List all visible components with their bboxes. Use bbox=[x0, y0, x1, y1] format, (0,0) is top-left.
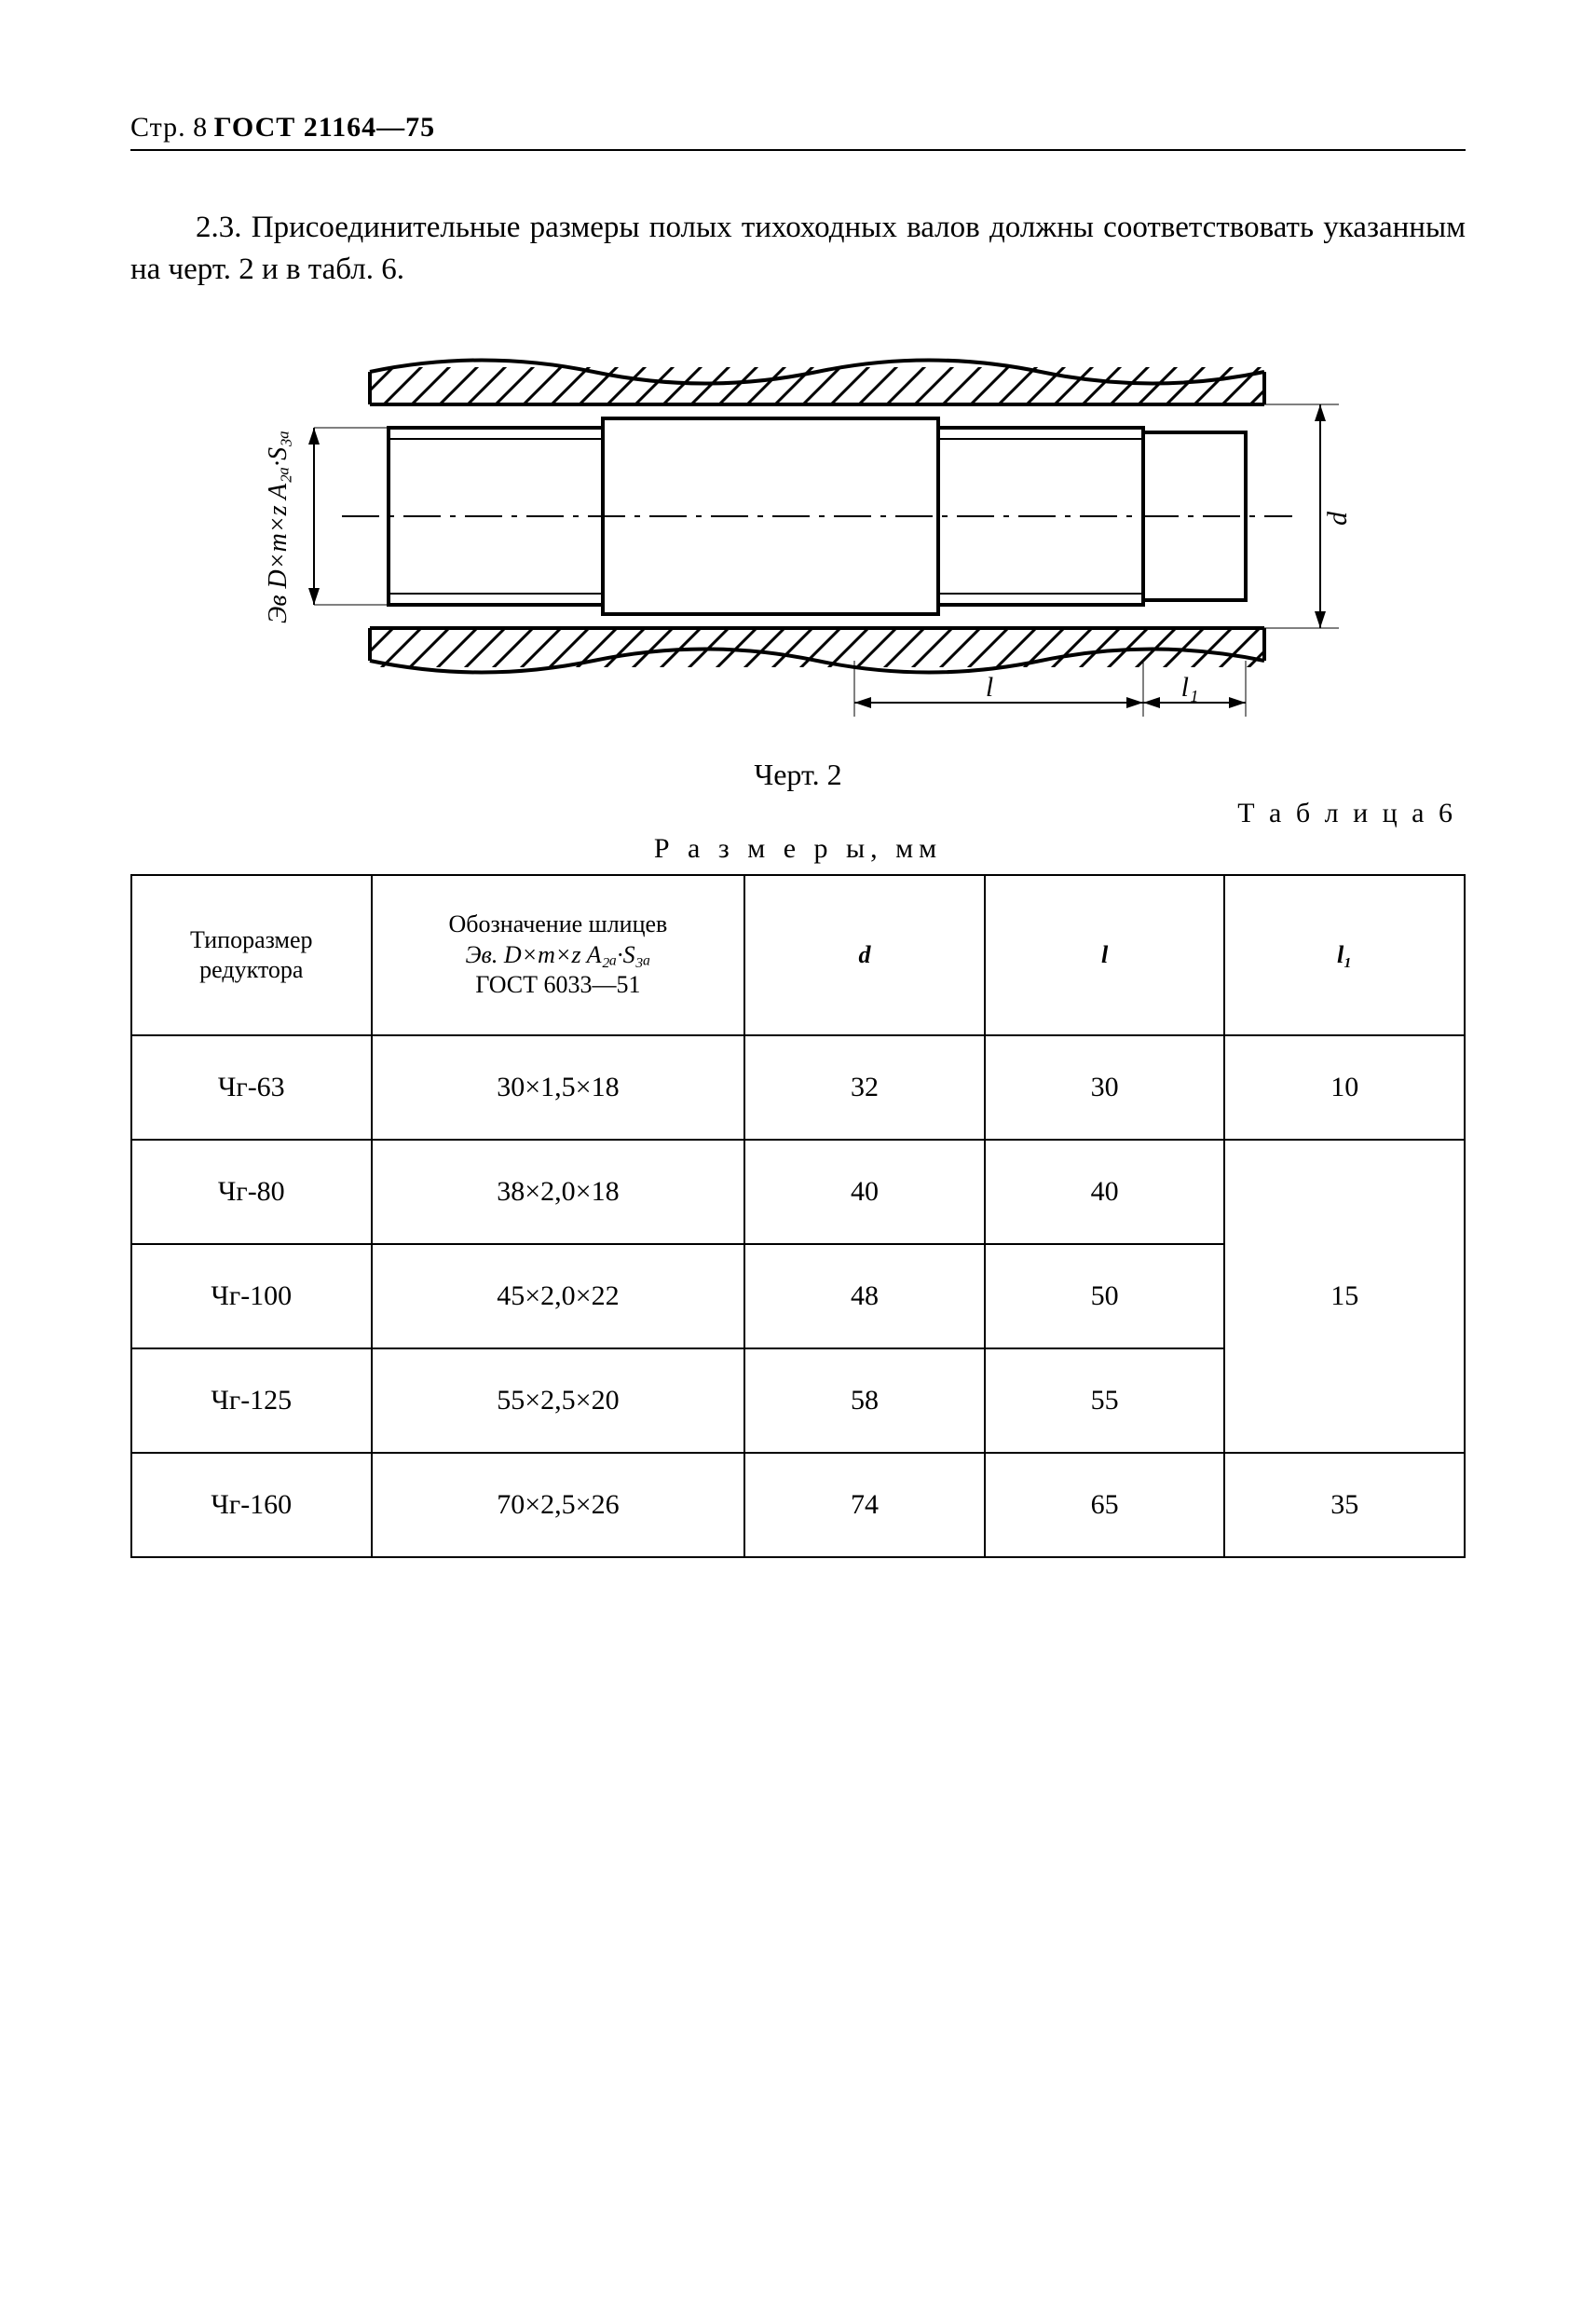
table-header-row: Типоразмер редуктора Обозначение шлицев … bbox=[131, 875, 1465, 1035]
table-cell: Чг-63 bbox=[131, 1035, 372, 1140]
page-header: Стр. 8 ГОСТ 21164—75 bbox=[130, 112, 1466, 151]
shaft-section-drawing: Эв D×m×z A₂ₐ·S₃ₐ bbox=[202, 316, 1395, 745]
table-cell: 70×2,5×26 bbox=[372, 1453, 745, 1557]
dim-d: d bbox=[1322, 511, 1353, 526]
table-cell: 10 bbox=[1224, 1035, 1465, 1140]
page: Стр. 8 ГОСТ 21164—75 2.3. Присоединитель… bbox=[0, 0, 1596, 2312]
table-body: Чг-6330×1,5×18323010Чг-8038×2,0×18404015… bbox=[131, 1035, 1465, 1557]
table-cell: 55 bbox=[985, 1348, 1225, 1453]
dim-l1: l₁ bbox=[1180, 672, 1198, 703]
table-cell: 74 bbox=[744, 1453, 985, 1557]
table-cell: 48 bbox=[744, 1244, 985, 1348]
para-text: Присоединительные размеры полых тихоходн… bbox=[130, 211, 1466, 286]
col-l1: l₁ bbox=[1224, 875, 1465, 1035]
table-row: Чг-16070×2,5×26746535 bbox=[131, 1453, 1465, 1557]
table-label: Т а б л и ц а 6 bbox=[130, 798, 1456, 829]
table-cell: 30 bbox=[985, 1035, 1225, 1140]
figure-caption: Черт. 2 bbox=[130, 758, 1466, 792]
table-cell: Чг-125 bbox=[131, 1348, 372, 1453]
table-cell: 40 bbox=[985, 1140, 1225, 1244]
side-label: Эв D×m×z A₂ₐ·S₃ₐ bbox=[264, 431, 293, 623]
table-cell: 35 bbox=[1224, 1453, 1465, 1557]
standard-code: ГОСТ 21164—75 bbox=[214, 112, 436, 143]
table-cell: 15 bbox=[1224, 1140, 1465, 1453]
table-cell: 50 bbox=[985, 1244, 1225, 1348]
page-number: 8 bbox=[193, 112, 207, 143]
table-title: Р а з м е р ы, мм bbox=[130, 833, 1466, 865]
paragraph-2-3: 2.3. Присоединительные размеры полых тих… bbox=[130, 207, 1466, 290]
col-spline: Обозначение шлицев Эв. D×m×z A₂ₐ·S₃ₐ ГОС… bbox=[372, 875, 745, 1035]
page-prefix: Стр. bbox=[130, 112, 186, 143]
table-cell: Чг-160 bbox=[131, 1453, 372, 1557]
dim-l: l bbox=[985, 672, 992, 703]
table-row: Чг-6330×1,5×18323010 bbox=[131, 1035, 1465, 1140]
table-cell: 55×2,5×20 bbox=[372, 1348, 745, 1453]
table-cell: Чг-100 bbox=[131, 1244, 372, 1348]
para-number: 2.3. bbox=[196, 211, 242, 244]
table-cell: 32 bbox=[744, 1035, 985, 1140]
table-cell: Чг-80 bbox=[131, 1140, 372, 1244]
figure-2: Эв D×m×z A₂ₐ·S₃ₐ bbox=[130, 316, 1466, 745]
table-cell: 65 bbox=[985, 1453, 1225, 1557]
col-l: l bbox=[985, 875, 1225, 1035]
table-cell: 45×2,0×22 bbox=[372, 1244, 745, 1348]
table-row: Чг-8038×2,0×18404015 bbox=[131, 1140, 1465, 1244]
col-d: d bbox=[744, 875, 985, 1035]
table-cell: 38×2,0×18 bbox=[372, 1140, 745, 1244]
table-cell: 40 bbox=[744, 1140, 985, 1244]
table-cell: 58 bbox=[744, 1348, 985, 1453]
col-type: Типоразмер редуктора bbox=[131, 875, 372, 1035]
table-cell: 30×1,5×18 bbox=[372, 1035, 745, 1140]
dimensions-table: Типоразмер редуктора Обозначение шлицев … bbox=[130, 874, 1466, 1558]
